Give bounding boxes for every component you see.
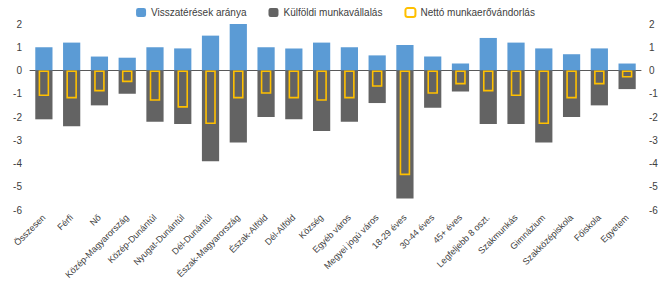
svg-text:45+ éves: 45+ éves	[431, 212, 464, 246]
svg-text:Gimnázium: Gimnázium	[508, 212, 548, 252]
svg-text:Észak-Alföld: Észak-Alföld	[227, 212, 269, 254]
svg-text:-5: -5	[649, 181, 658, 192]
svg-text:-1: -1	[13, 88, 22, 99]
svg-text:Község: Község	[296, 212, 326, 241]
svg-text:30-44 éves: 30-44 éves	[398, 212, 437, 251]
svg-text:-6: -6	[649, 205, 658, 216]
svg-text:1: 1	[16, 42, 22, 53]
svg-text:18-29 éves: 18-29 éves	[370, 212, 409, 251]
svg-text:Szakközépiskola: Szakközépiskola	[521, 212, 575, 266]
svg-text:Közép-Dunántúl: Közép-Dunántúl	[106, 212, 159, 265]
svg-text:Észak-Magyarország: Észak-Magyarország	[175, 212, 242, 280]
svg-text:-4: -4	[13, 158, 22, 169]
svg-text:Külföldi munkavállalás: Külföldi munkavállalás	[283, 7, 382, 18]
svg-text:Legfeljebb 8 oszt.: Legfeljebb 8 oszt.	[434, 212, 492, 270]
svg-text:-1: -1	[649, 88, 658, 99]
svg-text:-2: -2	[649, 112, 658, 123]
svg-text:-6: -6	[13, 205, 22, 216]
svg-text:Férfi: Férfi	[55, 212, 75, 232]
svg-text:-3: -3	[13, 135, 22, 146]
svg-text:Egyéb város: Egyéb város	[310, 212, 353, 255]
svg-text:-2: -2	[13, 112, 22, 123]
svg-text:Szakmunkás: Szakmunkás	[476, 212, 520, 256]
svg-text:1: 1	[649, 42, 655, 53]
svg-text:0: 0	[16, 65, 22, 76]
svg-text:Megyei jogú város: Megyei jogú város	[322, 212, 381, 272]
svg-text:Közép-Magyarország: Közép-Magyarország	[63, 212, 131, 280]
svg-text:2: 2	[649, 19, 655, 30]
svg-text:-5: -5	[13, 181, 22, 192]
svg-text:Nyugat-Dunántúl: Nyugat-Dunántúl	[132, 212, 187, 267]
svg-text:Dél-Alföld: Dél-Alföld	[263, 212, 298, 247]
svg-text:Nettó munkaerővándorlás: Nettó munkaerővándorlás	[420, 7, 535, 18]
svg-text:Főiskola: Főiskola	[572, 212, 603, 244]
svg-text:2: 2	[16, 19, 22, 30]
svg-text:Egyetem: Egyetem	[598, 212, 630, 244]
svg-text:Összesen: Összesen	[12, 212, 47, 247]
svg-text:-4: -4	[649, 158, 658, 169]
svg-text:Dél-Dunántúl: Dél-Dunántúl	[169, 212, 215, 257]
svg-text:0: 0	[649, 65, 655, 76]
svg-text:-3: -3	[649, 135, 658, 146]
svg-text:Visszatérések aránya: Visszatérések aránya	[151, 7, 247, 18]
svg-text:Nő: Nő	[88, 212, 103, 227]
